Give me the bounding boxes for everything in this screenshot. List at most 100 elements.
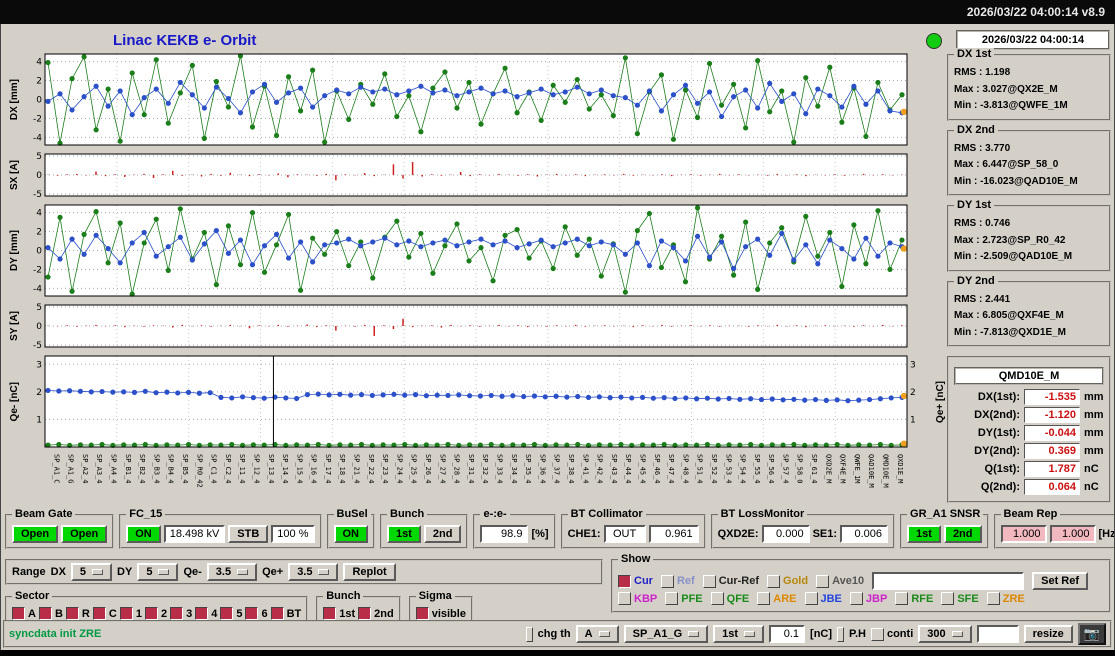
gr-2nd-button[interactable]: 2nd <box>943 525 982 543</box>
charge-plot[interactable]: 3 2 1 3 2 1 <box>21 354 933 449</box>
bunch-2nd-button[interactable]: 2nd <box>423 525 462 543</box>
x-tick-label: SP_31_4 <box>466 454 475 484</box>
sector-6-checkbox[interactable] <box>245 607 259 620</box>
x-tick-label: SP_A1_G <box>66 454 75 484</box>
sector-5-checkbox[interactable] <box>220 607 234 620</box>
dy-axis-label: DY [mm] <box>8 230 20 271</box>
bunch-select-label: Bunch <box>387 508 428 520</box>
sector-1-checkbox[interactable] <box>119 607 133 620</box>
sector-a-checkbox[interactable] <box>12 607 25 620</box>
bt-lossmonitor-group: BT LossMonitor QXD2E: 0.000 SE1: 0.006 <box>710 508 896 549</box>
show-cur-checkbox[interactable] <box>618 574 631 588</box>
show-qfe-checkbox[interactable] <box>710 592 724 605</box>
sector-c-checkbox[interactable] <box>92 607 106 620</box>
conti-checkbox[interactable] <box>870 627 884 641</box>
stat-max: Max : 6.805@QXF4E_M <box>954 310 1064 321</box>
camera-icon[interactable]: 📷 <box>1077 623 1106 645</box>
dy-2nd-stats-title: DY 2nd <box>954 274 998 287</box>
chg-th-checkbox[interactable] <box>525 626 533 642</box>
x-tick-label: QXF4E_M <box>838 454 847 484</box>
show-ave10-checkbox[interactable] <box>816 574 830 588</box>
sector-select-dropdown[interactable]: A <box>575 625 619 643</box>
range-qe-plus-dropdown[interactable]: 3.5 <box>288 563 339 581</box>
sector-b-checkbox[interactable] <box>38 607 52 620</box>
dx-plot[interactable]: 4 2 0 -2 -4 <box>21 52 911 147</box>
show-kbp-checkbox[interactable] <box>618 592 631 605</box>
set-ref-button[interactable]: Set Ref <box>1032 572 1089 590</box>
beam-gate-label: Beam Gate <box>12 508 76 520</box>
x-tick-label: SP_36_4 <box>538 454 547 484</box>
dy-plot[interactable]: 4 2 0 -2 -4 <box>21 203 911 298</box>
range-dx-dropdown[interactable]: 5 <box>70 563 113 581</box>
show-pfe-checkbox[interactable] <box>665 592 679 605</box>
show-group: Show Cur Ref Cur-Ref Gold Ave10 Set Ref … <box>611 553 1111 613</box>
dx-2nd-stats: DX 2nd RMS : 3.770 Max : 6.447@SP_58_0 M… <box>947 123 1111 196</box>
threshold-field[interactable]: 0.1 <box>769 625 806 643</box>
show-cur-ref-checkbox[interactable] <box>702 574 716 588</box>
fc15-on-button[interactable]: ON <box>126 525 161 543</box>
dx-2nd-stats-title: DX 2nd <box>954 123 998 136</box>
show-item-label: Ave10 <box>832 575 865 587</box>
sy-plot[interactable]: 5 0 -5 <box>21 303 911 349</box>
beam-rep-hz-unit: [Hz] <box>1098 528 1115 540</box>
range-qe-minus-dropdown[interactable]: 3.5 <box>206 563 258 581</box>
qmd-row-value: -0.044 <box>1024 425 1080 441</box>
resize-button[interactable]: resize <box>1023 625 1073 643</box>
qmd-row-value: 0.064 <box>1024 479 1080 495</box>
x-tick-label: SP_21_4 <box>352 454 361 484</box>
bunch-1st-checkbox[interactable] <box>323 607 337 620</box>
sector-3-checkbox[interactable] <box>170 607 184 620</box>
sigma-visible-checkbox[interactable] <box>415 607 429 620</box>
busel-on-button[interactable]: ON <box>333 525 368 543</box>
show-jbe-checkbox[interactable] <box>804 592 818 605</box>
range-dy-label: DY <box>117 566 133 578</box>
x-tick-label: SP_61_4 <box>810 454 819 484</box>
sector-item-label: R <box>81 607 90 620</box>
chg-th-label: chg th <box>537 628 571 640</box>
beam-gate-open-button-1[interactable]: Open <box>12 525 59 543</box>
x-tick-label: SP_24_4 <box>395 454 404 484</box>
fc15-stb-button[interactable]: STB <box>228 525 269 543</box>
svg-text:1: 1 <box>910 415 916 425</box>
gr-1st-button[interactable]: 1st <box>907 525 941 543</box>
beam-gate-open-button-2[interactable]: Open <box>61 525 108 543</box>
count-input[interactable] <box>976 625 1019 643</box>
replot-button[interactable]: Replot <box>343 563 396 581</box>
show-rfe-checkbox[interactable] <box>895 592 909 605</box>
sx-plot[interactable]: 5 0 -5 <box>21 152 911 198</box>
sector-4-checkbox[interactable] <box>195 607 209 620</box>
range-dy-dropdown[interactable]: 5 <box>137 563 179 581</box>
menu-indicator-icon <box>744 631 756 637</box>
sector-item-label: A <box>28 607 36 620</box>
show-item-label: Cur-Ref <box>718 575 760 587</box>
x-tick-label: SP_45_4 <box>638 454 647 484</box>
bunch-1st-button[interactable]: 1st <box>387 525 421 543</box>
bt-collimator-label: BT Collimator <box>567 508 646 520</box>
x-tick-label: SP_35_4 <box>524 454 533 484</box>
bunch-select-dropdown[interactable]: 1st <box>713 625 765 643</box>
ee-ratio-value: 98.9 <box>480 525 529 543</box>
interval-dropdown[interactable]: 300 <box>918 625 972 643</box>
show-item-label: ZRE <box>1002 592 1025 605</box>
ph-checkbox[interactable] <box>837 626 845 642</box>
bunch-2nd-checkbox[interactable] <box>358 607 372 620</box>
show-gold-checkbox[interactable] <box>767 574 781 588</box>
svg-text:2: 2 <box>36 388 42 398</box>
bpm-select-dropdown[interactable]: SP_A1_G <box>623 625 709 643</box>
window-titlebar: 2026/03/22 04:00:14 v8.9 <box>0 0 1115 24</box>
sector-bt-checkbox[interactable] <box>270 607 284 620</box>
sector-2-checkbox[interactable] <box>144 607 158 620</box>
statistics-panel: DX 1st RMS : 1.198 Max : 3.027@QX2E_M Mi… <box>947 48 1111 503</box>
se1-label: SE1: <box>812 528 838 540</box>
ref-name-input[interactable] <box>872 572 1025 590</box>
show-jbp-checkbox[interactable] <box>849 592 863 605</box>
show-are-checkbox[interactable] <box>757 592 771 605</box>
show-ref-checkbox[interactable] <box>660 574 674 588</box>
show-sfe-checkbox[interactable] <box>941 592 955 605</box>
svg-text:-4: -4 <box>33 284 42 294</box>
qmd-row-label: Q(2nd): <box>980 481 1020 493</box>
titlebar-datetime: 2026/03/22 04:00:14 v8.9 <box>966 5 1105 19</box>
show-zre-checkbox[interactable] <box>986 592 1000 605</box>
sector-r-checkbox[interactable] <box>65 607 79 620</box>
x-tick-label: QMD10E_M <box>881 454 890 488</box>
